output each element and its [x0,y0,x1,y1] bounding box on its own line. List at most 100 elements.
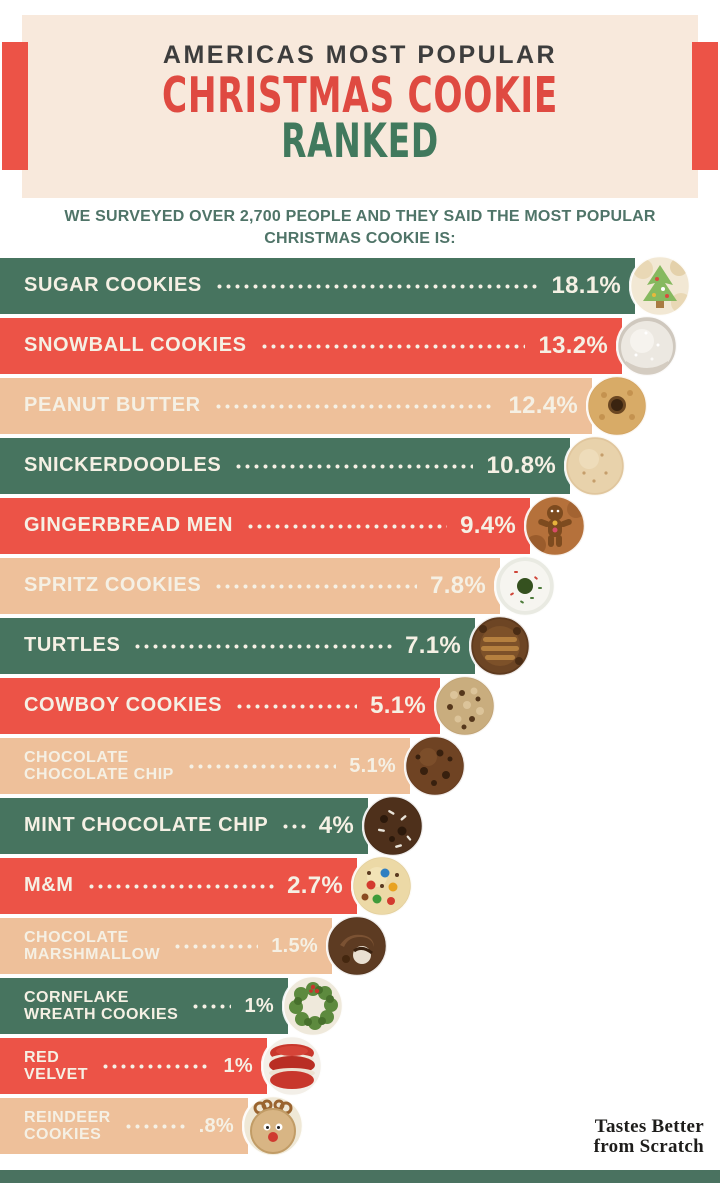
ranking-row: TURTLES 7.1% [0,615,720,677]
cookie-image-gingerbread-men [524,495,586,557]
cookie-image-mint-chocolate-chip [362,795,424,857]
ranking-row: CHOCOLATE CHOCOLATE CHIP 5.1% [0,735,720,797]
red-accent-right [692,42,718,170]
survey-subtitle-line-1: WE SURVEYED OVER 2,700 PEOPLE AND THEY S… [64,208,656,225]
cookie-percentage: .8% [198,1114,234,1137]
dotted-leader [259,343,526,349]
ranking-bar: SUGAR COOKIES 18.1% [0,255,691,317]
cookie-percentage: 1% [244,994,274,1017]
cookie-percentage: 12.4% [508,392,578,419]
cookie-label: PEANUT BUTTER [24,394,201,417]
title-line-2: CHRISTMAS COOKIE [162,67,558,124]
cookie-image-turtles [469,615,531,677]
cookie-image-reindeer-cookies [242,1095,304,1157]
dotted-leader [213,403,496,409]
cookie-label: MINT CHOCOLATE CHIP [24,814,269,837]
ranking-bar: COWBOY COOKIES 5.1% [0,675,496,737]
cookie-label: SNOWBALL COOKIES [24,334,247,357]
dotted-leader [123,1123,186,1129]
dotted-leader [214,583,418,589]
ranking-row: RED VELVET 1% [0,1035,720,1097]
dotted-leader [235,703,358,709]
ranking-bar: CORNFLAKE WREATH COOKIES 1% [0,975,344,1037]
cookie-percentage: 10.8% [486,452,556,479]
footer-bar [0,1170,720,1183]
header: AMERICAS MOST POPULAR CHRISTMAS COOKIE R… [22,15,698,198]
brand-line-1: Tastes Better [594,1116,704,1138]
dotted-leader [214,283,539,289]
cookie-label: CORNFLAKE WREATH COOKIES [24,988,179,1023]
ranking-row: SUGAR COOKIES 18.1% [0,255,720,317]
cookie-percentage: 5.1% [349,754,396,777]
ranking-row: CHOCOLATE MARSHMALLOW 1.5% [0,915,720,977]
cookie-label: SNICKERDOODLES [24,454,222,477]
ranking-row: SNOWBALL COOKIES 13.2% [0,315,720,377]
ranking-bar: MINT CHOCOLATE CHIP 4% [0,795,424,857]
cookie-percentage: 2.7% [287,872,343,899]
cookie-label: SUGAR COOKIES [24,274,202,297]
ranking-bar: SNOWBALL COOKIES 13.2% [0,315,678,377]
cookie-percentage: 18.1% [551,272,621,299]
ranking-bar: TURTLES 7.1% [0,615,531,677]
cookie-image-cowboy-cookies [434,675,496,737]
cookie-label: M&M [24,874,74,897]
ranking-row: M&M 2.7% [0,855,720,917]
survey-subtitle: WE SURVEYED OVER 2,700 PEOPLE AND THEY S… [0,206,720,249]
dotted-leader [191,1003,232,1009]
cookie-image-spritz-cookies [494,555,556,617]
dotted-leader [281,823,306,829]
dotted-leader [173,943,259,949]
cookie-image-snickerdoodles [564,435,626,497]
cookie-label: RED VELVET [24,1048,89,1083]
cookie-label: GINGERBREAD MEN [24,514,234,537]
cookie-image-chocolate-marshmallow [326,915,388,977]
ranking-bar: GINGERBREAD MEN 9.4% [0,495,586,557]
title-line-3: RANKED [281,113,439,169]
dotted-leader [133,643,393,649]
cookie-image-snowball-cookies [616,315,678,377]
cookie-image-m-and-m [351,855,413,917]
tastes-better-from-scratch-logo: Tastes Better from Scratch [594,1117,704,1156]
cookie-percentage: 4% [318,812,354,839]
cookie-percentage: 5.1% [370,692,426,719]
cookie-label: CHOCOLATE MARSHMALLOW [24,928,161,963]
dotted-leader [234,463,474,469]
cookie-image-peanut-butter [586,375,648,437]
red-accent-left [2,42,28,170]
ranking-row: REINDEER COOKIES .8% [0,1095,720,1157]
ranking-row: SPRITZ COOKIES 7.8% [0,555,720,617]
cookie-percentage: 7.1% [405,632,461,659]
cookie-label: TURTLES [24,634,121,657]
ranking-row: COWBOY COOKIES 5.1% [0,675,720,737]
ranking-row: CORNFLAKE WREATH COOKIES 1% [0,975,720,1037]
cookie-label: REINDEER COOKIES [24,1108,111,1143]
cookie-percentage: 1% [223,1054,253,1077]
cookie-image-cornflake-wreath-cookies [282,975,344,1037]
ranking-bar: PEANUT BUTTER 12.4% [0,375,648,437]
ranking-bar: SPRITZ COOKIES 7.8% [0,555,556,617]
dotted-leader [86,883,275,889]
ranking-row: MINT CHOCOLATE CHIP 4% [0,795,720,857]
survey-subtitle-line-2: CHRISTMAS COOKIE IS: [264,229,456,247]
ranking-bar: M&M 2.7% [0,855,413,917]
cookie-label: CHOCOLATE CHOCOLATE CHIP [24,748,174,783]
cookie-label: SPRITZ COOKIES [24,574,202,597]
cookie-ranking-list: SUGAR COOKIES 18.1% SNOWBALL COOKIES 13.… [0,255,720,1158]
cookie-image-chocolate-chocolate-chip [404,735,466,797]
ranking-row: SNICKERDOODLES 10.8% [0,435,720,497]
ranking-bar: RED VELVET 1% [0,1035,323,1097]
cookie-percentage: 13.2% [538,332,608,359]
cookie-image-red-velvet [261,1035,323,1097]
dotted-leader [186,763,337,769]
cookie-percentage: 7.8% [430,572,486,599]
cookie-label: COWBOY COOKIES [24,694,223,717]
ranking-bar: CHOCOLATE MARSHMALLOW 1.5% [0,915,388,977]
cookie-percentage: 1.5% [271,934,318,957]
ranking-bar: SNICKERDOODLES 10.8% [0,435,626,497]
cookie-percentage: 9.4% [460,512,516,539]
ranking-row: PEANUT BUTTER 12.4% [0,375,720,437]
cookie-image-sugar-cookies [629,255,691,317]
dotted-leader [101,1063,211,1069]
title-line-1: AMERICAS MOST POPULAR [162,41,558,69]
ranking-bar: REINDEER COOKIES .8% [0,1095,304,1157]
